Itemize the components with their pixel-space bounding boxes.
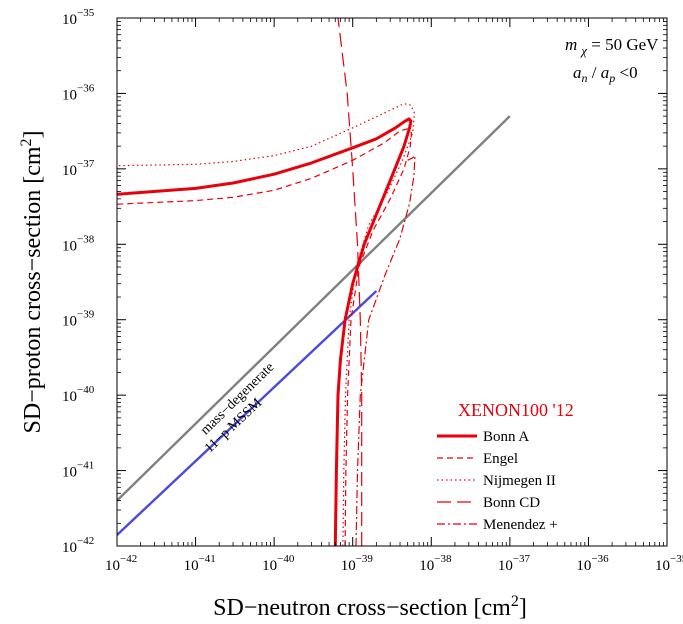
x-tick-label: 10−38 xyxy=(419,553,452,574)
x-tick-label: 10−40 xyxy=(262,553,295,574)
series-line-3 xyxy=(117,103,415,546)
legend-entry-label: Engel xyxy=(483,451,518,467)
y-tick-label: 10−39 xyxy=(62,309,95,330)
x-tick-label: 10−42 xyxy=(105,553,137,574)
y-tick-label: 10−37 xyxy=(62,158,95,179)
x-axis-label: SD−neutron cross−section [cm2] xyxy=(213,593,527,621)
reference-line-mssm xyxy=(117,290,378,536)
y-axis-label: SD−proton cross−section [cm2] xyxy=(18,130,46,433)
series-layer xyxy=(117,18,511,546)
legend-entry-label: Nijmegen II xyxy=(483,473,556,489)
legend-title: XENON100 '12 xyxy=(458,400,574,420)
legend-entries: Bonn A Engel Nijmegen II Bonn CD Menendez + xyxy=(437,429,558,533)
series-line-2 xyxy=(117,128,413,546)
y-tick-label: 10−41 xyxy=(62,460,94,481)
y-tick-label: 10−38 xyxy=(62,233,95,254)
x-tick-label: 10−36 xyxy=(576,553,609,574)
series-line-1 xyxy=(117,117,413,546)
legend-entry-label: Bonn CD xyxy=(483,495,540,511)
y-tick-label: 10−36 xyxy=(62,82,95,103)
x-tick-label: 10−41 xyxy=(184,553,216,574)
y-tick-label: 10−40 xyxy=(62,384,95,405)
reference-line-mass-degenerate xyxy=(117,115,511,502)
y-tick-label: 10−42 xyxy=(62,535,94,556)
legend-entry-label: Menendez + xyxy=(483,517,558,533)
x-tick-label: 10−37 xyxy=(498,553,531,574)
legend-entry-label: Bonn A xyxy=(483,429,529,445)
ratio-annotation: an / ap <0 xyxy=(573,63,638,85)
x-tick-label: 10−35 xyxy=(655,553,683,574)
plot-frame xyxy=(116,17,668,547)
x-tick-label: 10−39 xyxy=(341,553,374,574)
y-tick-label: 10−35 xyxy=(62,7,95,28)
ticks-layer: 10−42 10−41 10−40 10−39 10−38 10−37 10−36 10−35… xyxy=(62,7,683,574)
